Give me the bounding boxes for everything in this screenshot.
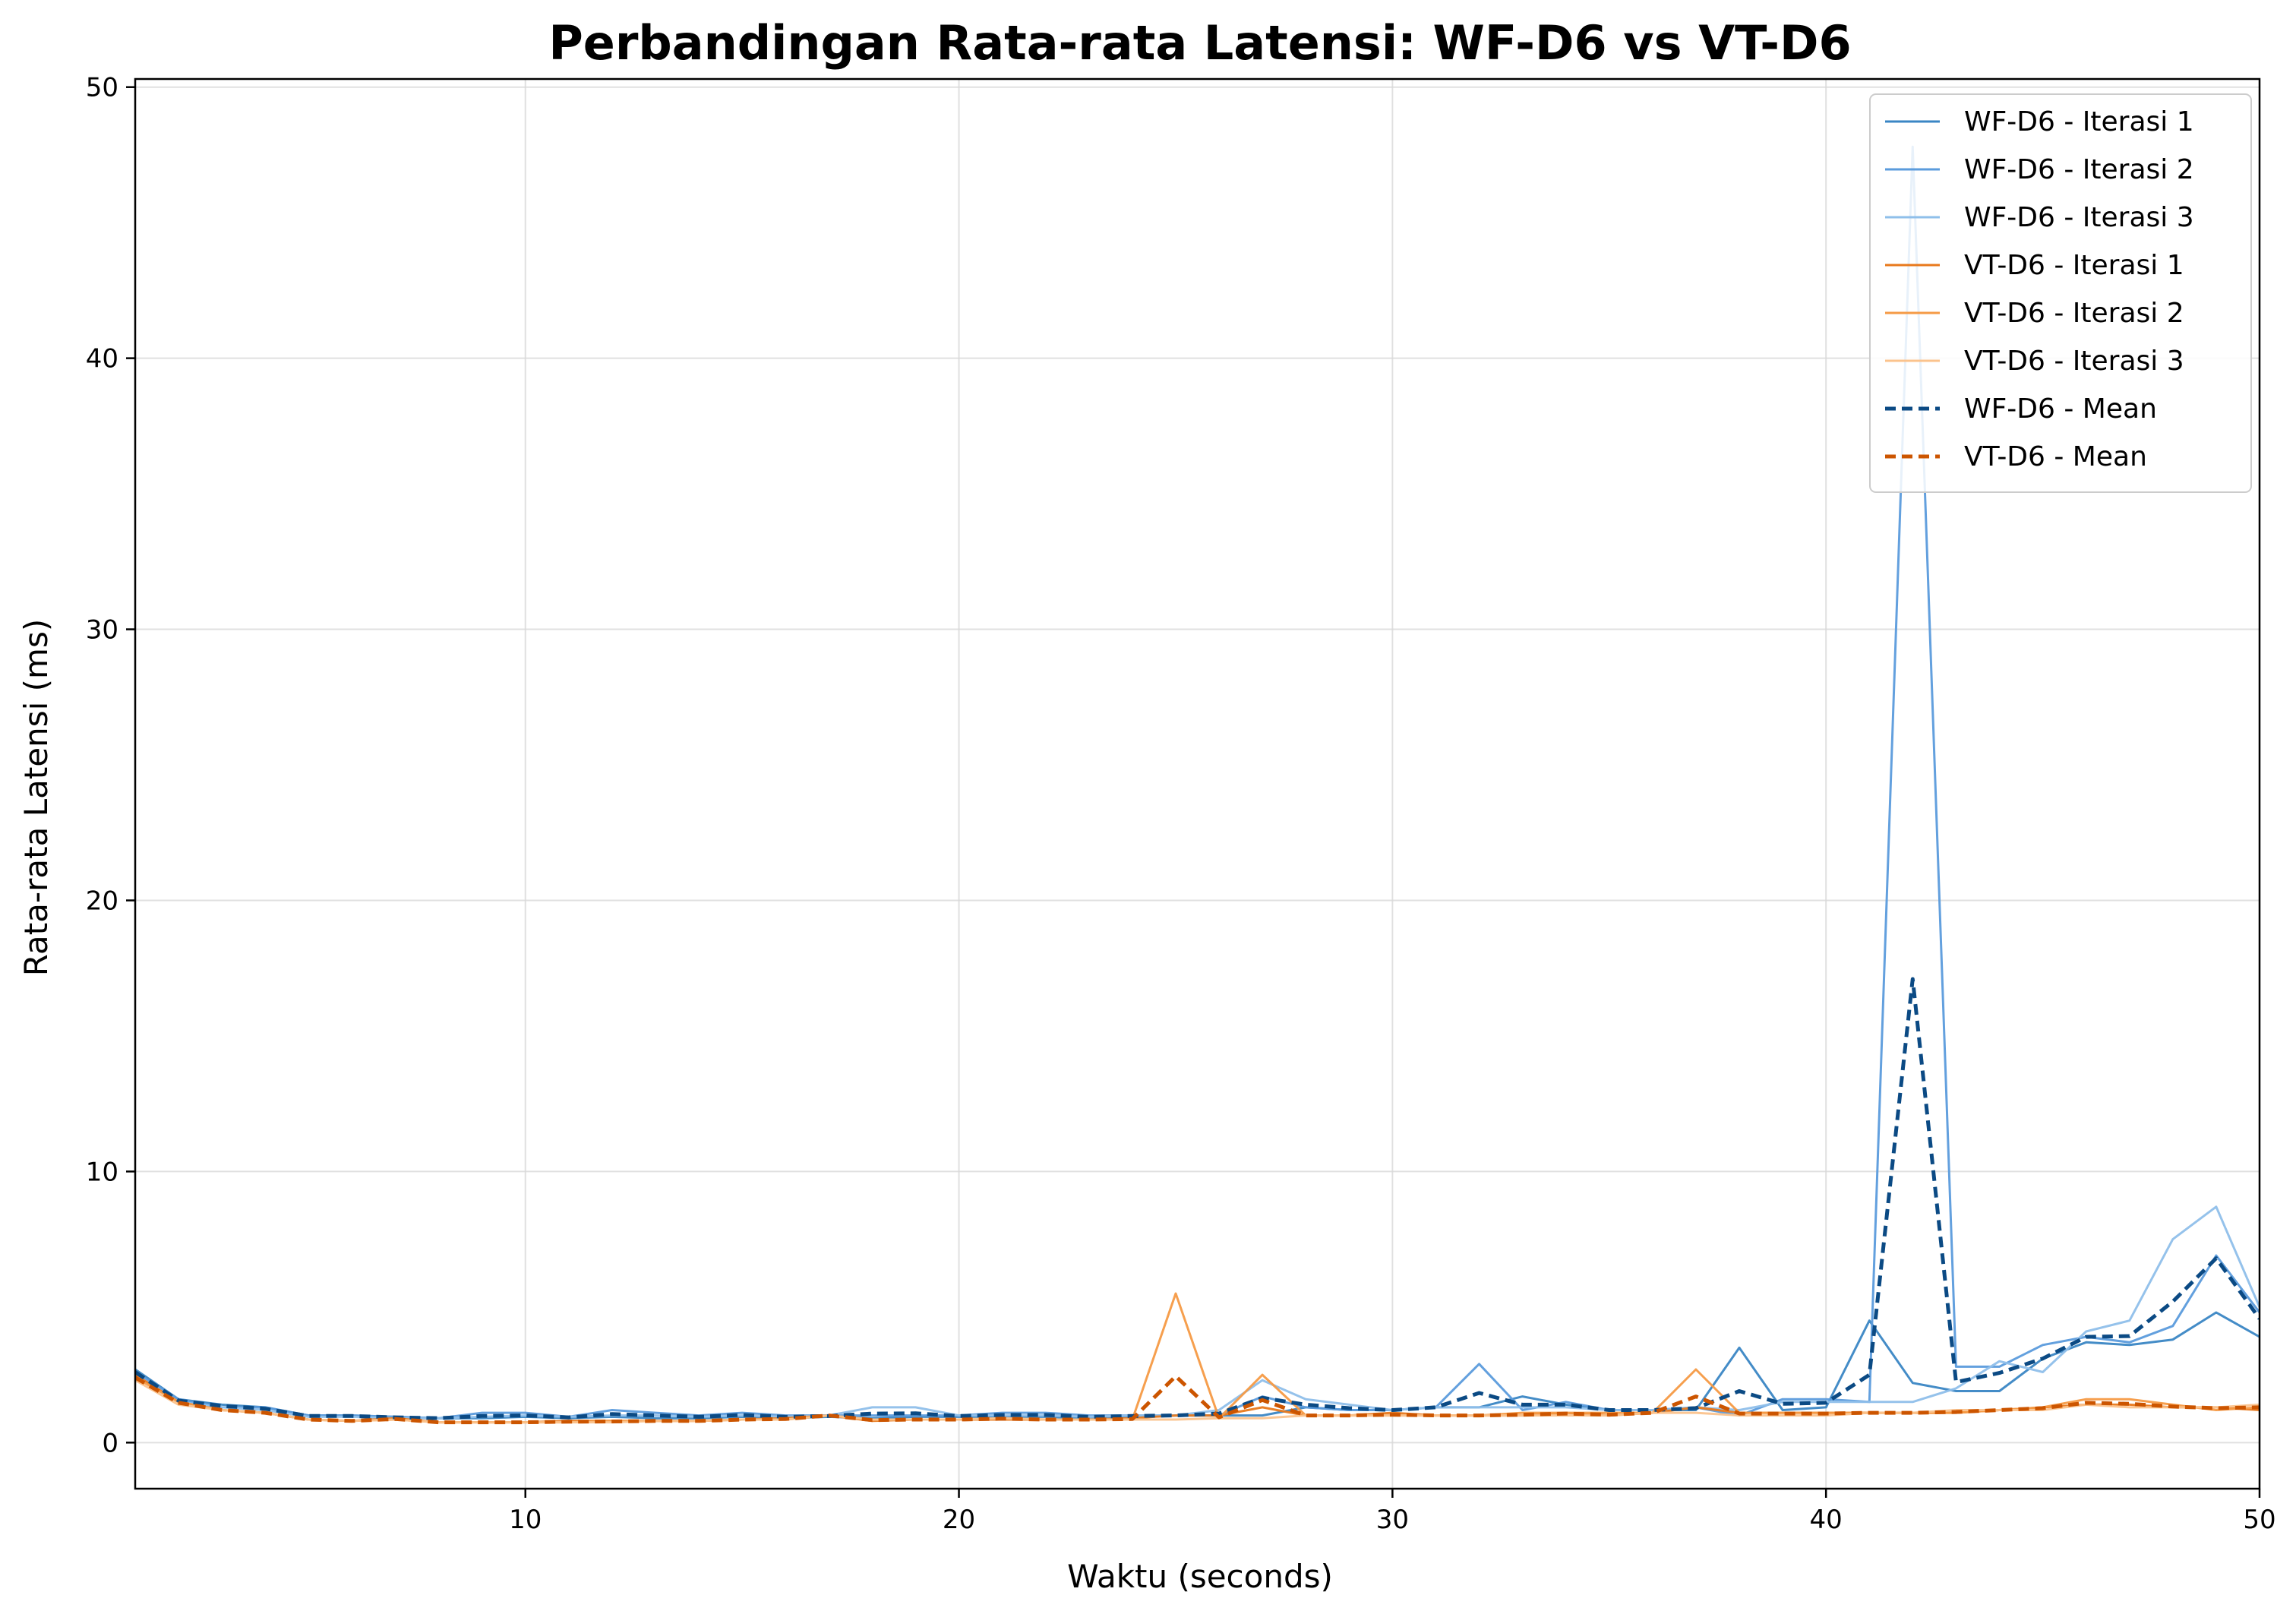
x-tick-label: 40: [1810, 1505, 1843, 1535]
x-tick-label: 30: [1376, 1505, 1409, 1535]
y-tick-label: 20: [86, 886, 118, 916]
series-line-7: [135, 977, 2260, 1420]
y-axis-label: Rata-rata Latensi (ms): [17, 619, 55, 976]
legend-entry-label: WF-D6 - Iterasi 2: [1964, 154, 2194, 185]
tick-layer: 10 20 30 40 50 0 10 20 30 40 50: [86, 73, 2276, 1535]
y-tick-label: 0: [102, 1428, 118, 1458]
x-axis-label: Waktu (seconds): [1067, 1558, 1333, 1595]
legend-entry-label: WF-D6 - Iterasi 1: [1964, 106, 2194, 137]
y-tick-label: 10: [86, 1157, 118, 1187]
legend-entry-label: WF-D6 - Iterasi 3: [1964, 202, 2194, 233]
legend: WF-D6 - Iterasi 1 WF-D6 - Iterasi 2 WF-D6 …: [1869, 93, 2252, 493]
legend-entry-label: VT-D6 - Iterasi 1: [1964, 250, 2184, 281]
y-tick-label: 40: [86, 344, 118, 374]
legend-box: [1869, 93, 2252, 493]
series-line-5: [135, 1292, 2260, 1424]
y-tick-label: 30: [86, 615, 118, 646]
series-line-1: [135, 1311, 2260, 1420]
legend-entry-label: VT-D6 - Iterasi 2: [1964, 298, 2184, 329]
series-line-8: [135, 1374, 2260, 1425]
plot-frame: [134, 77, 2261, 1490]
legend-entry-label: WF-D6 - Mean: [1964, 393, 2157, 425]
chart-title: Perbandingan Rata-rata Latensi: WF-D6 vs…: [548, 15, 1851, 71]
x-tick-label: 10: [509, 1505, 542, 1535]
y-tick-label: 50: [86, 73, 118, 103]
x-tick-label: 20: [943, 1505, 975, 1535]
legend-entry-label: VT-D6 - Mean: [1964, 441, 2147, 472]
x-tick-label: 50: [2243, 1505, 2275, 1535]
legend-entry-label: VT-D6 - Iterasi 3: [1964, 346, 2184, 377]
